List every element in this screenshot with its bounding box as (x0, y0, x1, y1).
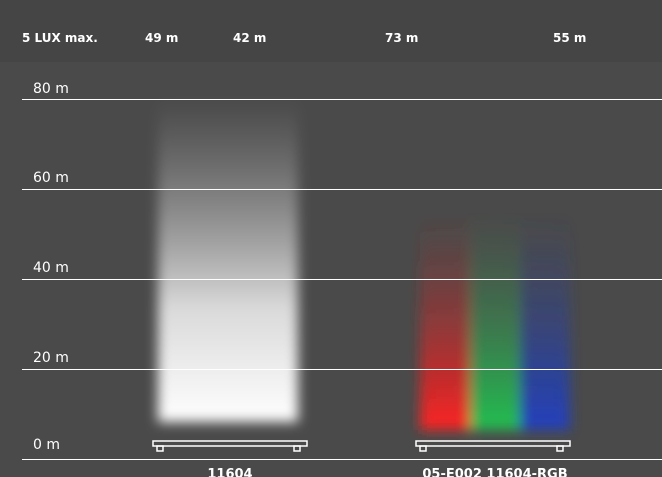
white-beam (158, 100, 298, 422)
fixture-foot (156, 445, 164, 452)
blue-beam (520, 215, 570, 430)
axis-label: 80 m (33, 81, 69, 97)
fixture (415, 440, 571, 447)
header-label: 5 LUX max. (22, 31, 98, 45)
header-label: 49 m (145, 31, 178, 45)
red-beam (420, 215, 470, 430)
product-label: 05-E002 11604-RGB (422, 467, 567, 477)
axis-label: 40 m (33, 260, 69, 276)
beams (158, 100, 570, 430)
fixture-foot (419, 445, 427, 452)
product-label: 11604 (207, 467, 252, 477)
header-label: 55 m (553, 31, 586, 45)
fixture-foot (293, 445, 301, 452)
axis-label: 0 m (33, 437, 60, 453)
fixture (152, 440, 308, 447)
fixture-foot (556, 445, 564, 452)
header-label: 73 m (385, 31, 418, 45)
header-band (0, 0, 662, 62)
grid (22, 99, 662, 460)
header-label: 42 m (233, 31, 266, 45)
axis-label: 60 m (33, 170, 69, 186)
fixtures (152, 440, 571, 452)
green-beam (470, 215, 520, 430)
axis-label: 20 m (33, 350, 69, 366)
